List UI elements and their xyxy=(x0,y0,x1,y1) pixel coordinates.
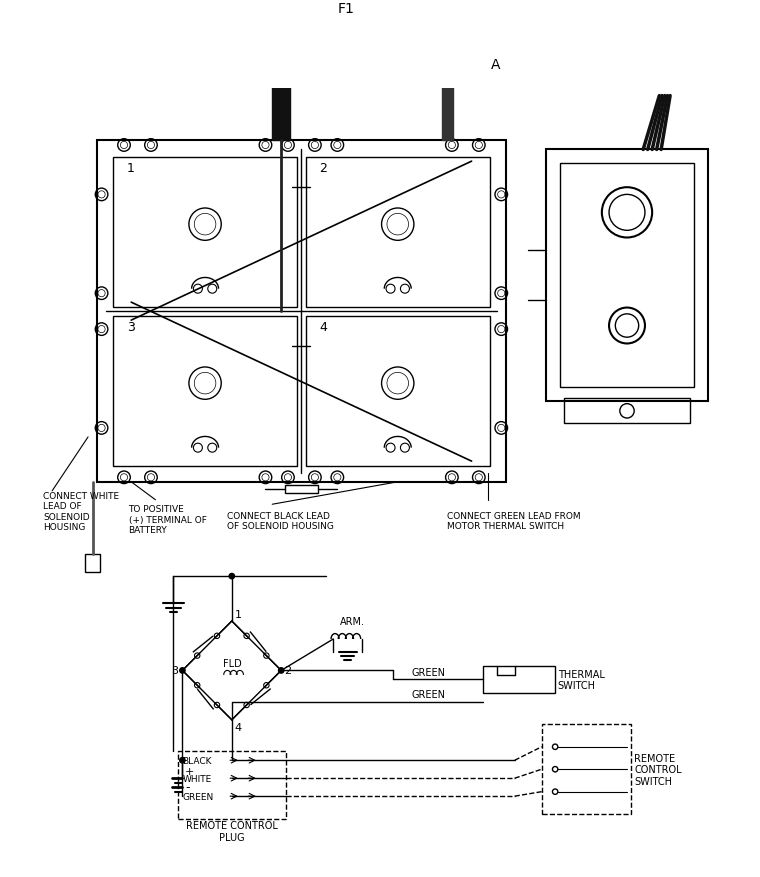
Text: FLD: FLD xyxy=(223,659,242,668)
Text: 4: 4 xyxy=(235,722,242,731)
Text: REMOTE
CONTROL
SWITCH: REMOTE CONTROL SWITCH xyxy=(634,752,682,786)
Bar xyxy=(306,158,489,307)
Bar xyxy=(442,88,453,141)
Bar xyxy=(483,667,555,693)
Bar xyxy=(272,33,290,141)
Text: F1: F1 xyxy=(337,2,355,16)
Text: 2: 2 xyxy=(284,666,291,675)
Bar xyxy=(559,164,695,388)
Circle shape xyxy=(179,668,185,674)
Circle shape xyxy=(278,668,284,674)
Text: WHITE: WHITE xyxy=(182,774,211,783)
Circle shape xyxy=(179,758,185,763)
Text: CONNECT BLACK LEAD
OF SOLENOID HOUSING: CONNECT BLACK LEAD OF SOLENOID HOUSING xyxy=(227,511,334,531)
Text: CONNECT GREEN LEAD FROM
MOTOR THERMAL SWITCH: CONNECT GREEN LEAD FROM MOTOR THERMAL SW… xyxy=(448,511,581,531)
Text: 3: 3 xyxy=(127,321,135,334)
Text: GREEN: GREEN xyxy=(182,792,214,801)
Bar xyxy=(546,150,708,402)
Bar xyxy=(306,317,489,466)
Text: 4: 4 xyxy=(319,321,328,334)
Text: REMOTE CONTROL
PLUG: REMOTE CONTROL PLUG xyxy=(186,821,277,842)
Text: -: - xyxy=(185,781,189,794)
Text: A: A xyxy=(490,58,500,72)
Bar xyxy=(564,399,690,424)
Text: 1: 1 xyxy=(235,610,242,619)
Text: 2: 2 xyxy=(319,162,328,175)
Text: CONNECT WHITE
LEAD OF
SOLENOID
HOUSING: CONNECT WHITE LEAD OF SOLENOID HOUSING xyxy=(43,491,119,531)
Text: THERMAL
SWITCH: THERMAL SWITCH xyxy=(558,669,605,690)
Text: 1: 1 xyxy=(127,162,135,175)
Text: 3: 3 xyxy=(172,666,179,675)
Bar xyxy=(285,486,318,493)
Text: ARM.: ARM. xyxy=(340,616,365,626)
Text: +: + xyxy=(185,766,195,776)
Bar xyxy=(97,141,505,482)
Text: BLACK: BLACK xyxy=(182,756,212,765)
Bar xyxy=(113,158,297,307)
Bar xyxy=(178,752,286,819)
Bar xyxy=(542,724,632,814)
Circle shape xyxy=(229,574,235,579)
Text: GREEN: GREEN xyxy=(411,667,445,677)
Text: GREEN: GREEN xyxy=(411,689,445,699)
Text: TO POSITIVE
(+) TERMINAL OF
BATTERY: TO POSITIVE (+) TERMINAL OF BATTERY xyxy=(128,504,207,534)
Bar xyxy=(113,317,297,466)
Bar xyxy=(85,554,100,572)
